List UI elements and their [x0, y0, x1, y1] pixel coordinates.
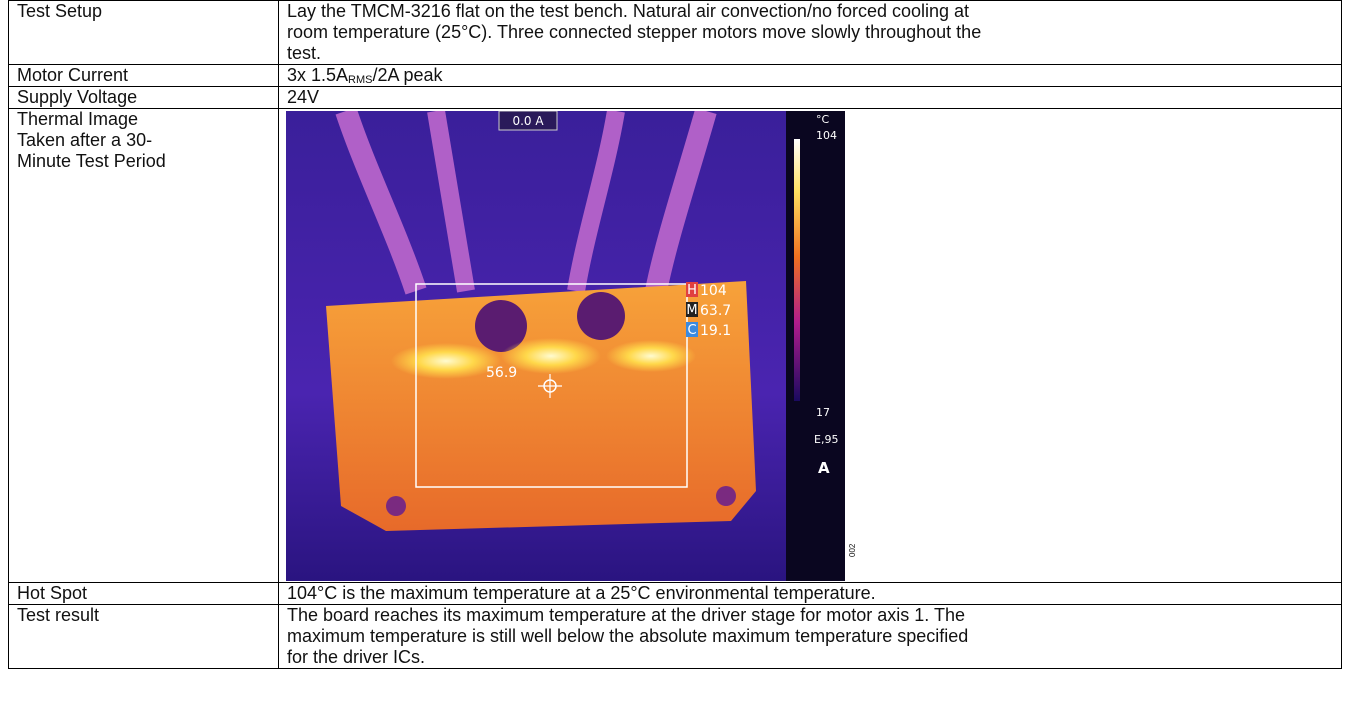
row: Supply Voltage 24V — [9, 87, 1342, 109]
text-cell: The board reaches its maximum temperatur… — [279, 605, 1342, 669]
text-line: 24V — [287, 87, 1333, 108]
cold-value: 19.1 — [700, 323, 731, 339]
text-line: for the driver ICs. — [287, 647, 1333, 668]
mid-tag: M — [686, 303, 697, 318]
text-cell: 104°C is the maximum temperature at a 25… — [279, 583, 1342, 605]
label: Motor Current — [17, 65, 270, 86]
scale-min: 17 — [816, 406, 830, 419]
row: Test result The board reaches its maximu… — [9, 605, 1342, 669]
text-line: 104°C is the maximum temperature at a 25… — [287, 583, 1333, 604]
row: Test Setup Lay the TMCM-3216 flat on the… — [9, 1, 1342, 65]
thermal-image: 0.0 A °C 104 17 E,95 A H 104 M 63.7 C 19… — [286, 111, 845, 581]
label-cell: Test result — [9, 605, 279, 669]
text-cell: Lay the TMCM-3216 flat on the test bench… — [279, 1, 1342, 65]
spec-table: Test Setup Lay the TMCM-3216 flat on the… — [8, 0, 1342, 669]
current: 0.0 A — [512, 114, 544, 128]
row: Hot Spot 104°C is the maximum temperatur… — [9, 583, 1342, 605]
text-line: room temperature (25°C). Three connected… — [287, 22, 1333, 43]
label: Test result — [17, 605, 270, 626]
mid-value: 63.7 — [700, 303, 731, 319]
label: Taken after a 30- — [17, 130, 270, 151]
text: 3x 1.5A — [287, 65, 348, 85]
label: Thermal Image — [17, 109, 270, 130]
figure-id: 002 — [842, 544, 863, 557]
label-cell: Test Setup — [9, 1, 279, 65]
text-line: The board reaches its maximum temperatur… — [287, 605, 1333, 626]
text-cell: 24V — [279, 87, 1342, 109]
row: Motor Current 3x 1.5ARMS/2A peak — [9, 65, 1342, 87]
hot-value: 104 — [700, 283, 727, 299]
subscript: RMS — [348, 74, 372, 86]
text-line: Lay the TMCM-3216 flat on the test bench… — [287, 1, 1333, 22]
emissivity: E,95 — [814, 433, 838, 446]
label: Test Setup — [17, 1, 270, 22]
scale-max: 104 — [816, 129, 837, 142]
mode: A — [818, 459, 830, 477]
label-cell: Supply Voltage — [9, 87, 279, 109]
label-cell: Motor Current — [9, 65, 279, 87]
unit: °C — [816, 113, 830, 126]
label: Minute Test Period — [17, 151, 270, 172]
page: Test Setup Lay the TMCM-3216 flat on the… — [0, 0, 1349, 719]
label: Hot Spot — [17, 583, 270, 604]
spot-value: 56.9 — [486, 365, 517, 381]
text-line: test. — [287, 43, 1333, 64]
label-cell: Thermal Image Taken after a 30- Minute T… — [9, 109, 279, 583]
hot-tag: H — [687, 283, 697, 298]
row: Thermal Image Taken after a 30- Minute T… — [9, 109, 1342, 583]
text: /2A peak — [373, 65, 443, 85]
cold-tag: C — [687, 323, 696, 338]
text-cell: 3x 1.5ARMS/2A peak — [279, 65, 1342, 87]
label: Supply Voltage — [17, 87, 270, 108]
text-line: maximum temperature is still well below … — [287, 626, 1333, 647]
image-cell: 0.0 A °C 104 17 E,95 A H 104 M 63.7 C 19… — [279, 109, 1342, 583]
label-cell: Hot Spot — [9, 583, 279, 605]
